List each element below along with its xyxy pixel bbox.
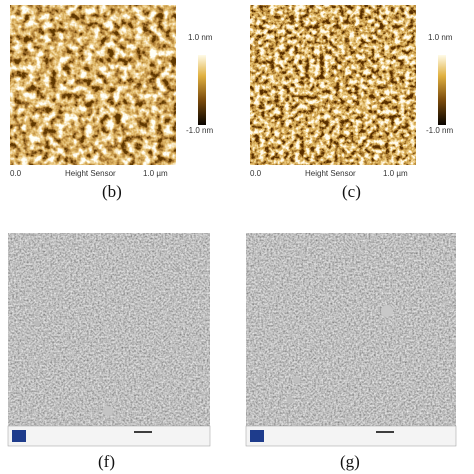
particle bbox=[34, 320, 40, 326]
panel-label: (b) bbox=[102, 182, 122, 201]
particle bbox=[381, 305, 393, 317]
panel-label: (f) bbox=[98, 452, 115, 471]
info-bar bbox=[245, 425, 457, 447]
axis-end: 1.0 µm bbox=[383, 169, 408, 178]
logo bbox=[12, 430, 26, 442]
particle bbox=[176, 268, 180, 272]
axis-start: 0.0 bbox=[250, 169, 262, 178]
axis-start: 0.0 bbox=[10, 169, 22, 178]
sem-image bbox=[246, 233, 456, 426]
particle bbox=[293, 376, 301, 384]
axis-title: Height Sensor bbox=[65, 169, 116, 178]
scale-max: 1.0 nm bbox=[188, 33, 213, 42]
afm-image bbox=[250, 5, 416, 165]
panel-label: (g) bbox=[340, 452, 360, 471]
scale-max: 1.0 nm bbox=[428, 33, 453, 42]
sem-image bbox=[8, 233, 210, 426]
scale-min: -1.0 nm bbox=[186, 126, 213, 135]
axis-end: 1.0 µm bbox=[143, 169, 168, 178]
particle bbox=[286, 396, 294, 404]
color-bar bbox=[198, 55, 206, 125]
info-bar bbox=[7, 425, 211, 447]
color-bar bbox=[438, 55, 446, 125]
panel-label: (c) bbox=[342, 182, 361, 201]
afm-image bbox=[10, 5, 176, 165]
particle bbox=[103, 406, 113, 416]
axis-title: Height Sensor bbox=[305, 169, 356, 178]
logo bbox=[250, 430, 264, 442]
scale-min: -1.0 nm bbox=[426, 126, 453, 135]
